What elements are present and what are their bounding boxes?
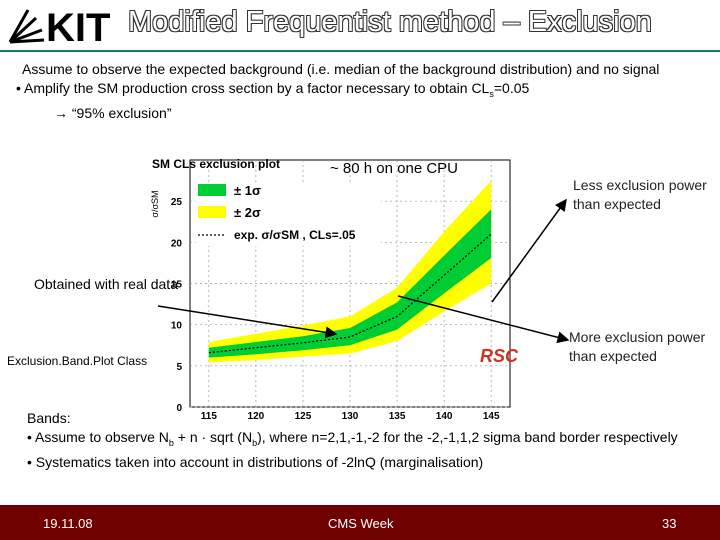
- intro-line1: Assume to observe the expected backgroun…: [22, 61, 660, 77]
- bullet2-prefix: • Amplify the SM production cross sectio…: [16, 80, 490, 96]
- legend-swatch-1sigma: [198, 184, 226, 196]
- rsc-watermark: RSC: [480, 346, 519, 366]
- legend-bg: [196, 182, 381, 246]
- x-tick-6: 145: [483, 411, 500, 422]
- x-tick-1: 120: [248, 411, 265, 422]
- y-tick-5: 25: [171, 197, 183, 208]
- footer-date: 19.11.08: [43, 516, 93, 531]
- x-tick-3: 130: [342, 411, 359, 422]
- bullet2-sub: s: [489, 88, 494, 99]
- bands-bullet1: • Assume to observe Nb + n · sqrt (Nb), …: [27, 428, 707, 453]
- cpu-annotation: ~ 80 h on one CPU: [330, 160, 459, 177]
- bands-b1sub1: b: [168, 437, 174, 448]
- legend-label-expected: exp. σ/σSM , CLs=.05: [234, 228, 356, 242]
- y-axis-label: σ/σSM: [150, 190, 160, 217]
- slide-title: Modified Frequentist method – Exclusion: [128, 6, 652, 38]
- y-tick-4: 20: [171, 238, 183, 249]
- less-exclusion-note: Less exclusion power than expected: [573, 177, 707, 212]
- logo-text: KIT: [46, 6, 110, 46]
- y-tick-3: 15: [171, 280, 183, 291]
- y-tick-0: 0: [176, 403, 182, 414]
- y-tick-1: 5: [176, 362, 182, 373]
- bullet2-suffix: =0.05: [493, 80, 530, 96]
- title-rule: [0, 50, 720, 52]
- x-tick-5: 140: [436, 411, 453, 422]
- legend-label-1sigma: ± 1σ: [234, 183, 261, 198]
- bands-bullet2: • Systematics taken into account in dist…: [27, 453, 484, 470]
- bands-b1b: + n · sqrt (N: [173, 429, 253, 445]
- plot-title: SM CLs exclusion plot: [152, 157, 281, 171]
- kit-logo: KIT: [8, 6, 110, 46]
- bands-b1sub2: b: [252, 437, 258, 448]
- bands-b1a: • Assume to observe N: [27, 429, 169, 445]
- footer-event: CMS Week: [328, 516, 394, 531]
- bands-heading: Bands:: [27, 410, 71, 426]
- more-exclusion-note: More exclusion power than expected: [569, 329, 706, 364]
- footer-bar: [0, 505, 720, 540]
- x-tick-2: 125: [295, 411, 312, 422]
- bands-text: Bands: • Assume to observe Nb + n · sqrt…: [27, 409, 707, 472]
- intro-arrow-line: → “95% exclusion”: [54, 104, 172, 121]
- header-bar: [0, 0, 720, 50]
- intro-bullet2: • Amplify the SM production cross sectio…: [16, 79, 706, 104]
- legend-swatch-2sigma: [198, 206, 226, 218]
- class-note: Exclusion.Band.Plot Class: [7, 354, 148, 368]
- intro-text: Assume to observe the expected backgroun…: [16, 60, 706, 123]
- exclusion-chart: 115 120 125 130 135 140 145 0 5 10 15 20 25 σ/σSM ± 1σ…: [140, 152, 520, 422]
- footer-page-number: 33: [662, 516, 677, 531]
- x-tick-0: 115: [201, 411, 218, 422]
- bands-b1c: ), where n=2,1,-1,-2 for the -2,-1,1,2 s…: [257, 429, 678, 445]
- observed-note: Obtained with real data: [34, 276, 178, 292]
- x-tick-4: 135: [389, 411, 406, 422]
- y-tick-2: 10: [171, 321, 183, 332]
- legend-label-2sigma: ± 2σ: [234, 205, 261, 220]
